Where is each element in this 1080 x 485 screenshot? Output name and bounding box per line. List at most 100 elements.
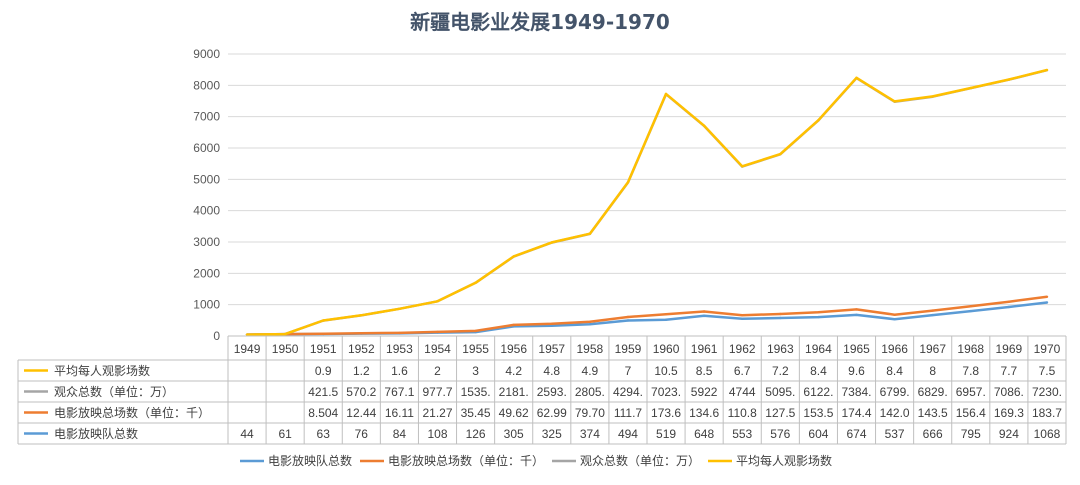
data-label: 108 (427, 427, 447, 441)
data-point (817, 315, 820, 319)
y-tick-label: 8000 (193, 78, 220, 92)
y-tick-label: 7000 (193, 110, 220, 124)
data-label: 174.4 (841, 406, 871, 420)
x-category-label: 1966 (881, 342, 908, 356)
legend-item: 电影放映队总数 (240, 453, 352, 468)
data-label: 63 (317, 427, 331, 441)
data-label: 134.6 (689, 406, 719, 420)
data-label: 666 (923, 427, 943, 441)
data-label: 553 (732, 427, 752, 441)
x-category-label: 1968 (957, 342, 984, 356)
data-label: 5095. (765, 385, 795, 399)
data-point (1045, 295, 1049, 298)
x-category-label: 1950 (272, 342, 299, 356)
data-point (283, 332, 287, 336)
data-label: 2805. (575, 385, 605, 399)
data-point (626, 319, 630, 322)
data-label: 648 (694, 427, 714, 441)
x-category-label: 1965 (843, 342, 870, 356)
legend-item: 平均每人观影场数 (708, 453, 832, 468)
data-point (245, 333, 249, 336)
data-point (779, 316, 782, 320)
x-category-label: 1957 (538, 342, 565, 356)
data-label: 305 (504, 427, 524, 441)
data-label: 519 (656, 427, 676, 441)
data-label: 8.4 (810, 364, 827, 378)
data-label: 1068 (1034, 427, 1061, 441)
data-point (1007, 305, 1011, 309)
data-label: 61 (278, 427, 292, 441)
data-point (741, 165, 744, 168)
x-category-label: 1964 (805, 342, 832, 356)
data-label: 4294. (613, 385, 643, 399)
legend-label: 平均每人观影场数 (736, 453, 832, 468)
data-label: 8.5 (696, 364, 713, 378)
data-label: 9.6 (848, 364, 865, 378)
data-point (855, 76, 858, 80)
data-label: 127.5 (765, 406, 795, 420)
table-row-header: 电影放映总场数（单位：千） (54, 405, 210, 420)
data-point (1007, 78, 1011, 81)
x-category-label: 1956 (500, 342, 527, 356)
data-label: 2 (434, 364, 441, 378)
data-label: 767.1 (384, 385, 414, 399)
y-tick-label: 4000 (193, 204, 220, 218)
data-point (360, 314, 363, 317)
table-row-header: 观众总数（单位：万） (54, 384, 174, 399)
y-tick-label: 0 (213, 329, 220, 343)
series-line-3 (246, 68, 1048, 336)
data-label: 7 (625, 364, 632, 378)
chart-title: 新疆电影业发展1949-1970 (410, 10, 670, 34)
data-point (664, 92, 668, 96)
data-point (741, 317, 744, 320)
data-label: 143.5 (918, 406, 948, 420)
data-label: 153.5 (803, 406, 833, 420)
data-label: 8.504 (308, 406, 338, 420)
data-point (779, 152, 782, 156)
data-label: 7023. (651, 385, 681, 399)
y-tick-label: 6000 (193, 141, 220, 155)
data-label: 10.5 (654, 364, 678, 378)
data-point (398, 331, 401, 335)
x-category-label: 1959 (615, 342, 642, 356)
y-axis-ticks: 0 1000 2000 3000 4000 5000 6000 7000 8000 9000 (193, 47, 220, 343)
x-category-label: 1953 (386, 342, 413, 356)
data-label: 5922 (691, 385, 718, 399)
x-category-label: 1961 (691, 342, 718, 356)
data-point (855, 313, 858, 317)
data-point (893, 318, 896, 321)
data-label: 183.7 (1032, 406, 1062, 420)
data-label: 325 (542, 427, 562, 441)
data-label: 494 (618, 427, 638, 441)
data-point (931, 95, 934, 98)
data-point (817, 119, 820, 122)
x-category-label: 1967 (919, 342, 946, 356)
data-label: 6829. (918, 385, 948, 399)
legend: 电影放映队总数 电影放映总场数（单位：千） 观众总数（单位：万） 平均每人观影场数 (240, 453, 832, 468)
x-category-label: 1960 (653, 342, 680, 356)
data-point (588, 232, 592, 235)
x-category-label: 1963 (767, 342, 794, 356)
data-point (550, 322, 553, 325)
table-row-header: 平均每人观影场数 (54, 363, 150, 378)
data-point (969, 305, 972, 308)
data-point (322, 319, 325, 322)
data-point (360, 332, 363, 335)
data-label: 76 (355, 427, 369, 441)
data-point (512, 255, 515, 258)
x-category-label: 1949 (234, 342, 261, 356)
series-line-1 (246, 295, 1048, 336)
data-label: 21.27 (422, 406, 452, 420)
data-table: 1949 1950 1951 1952 1953 1954 1955 1956 1957 1958… (17, 335, 1067, 445)
legend-item: 电影放映总场数（单位：千） (360, 453, 544, 468)
data-label: 6.7 (734, 364, 751, 378)
data-label: 7384. (841, 385, 871, 399)
data-point (436, 300, 439, 303)
data-point (1045, 68, 1049, 72)
legend-label: 电影放映队总数 (268, 453, 352, 468)
data-point (626, 181, 630, 184)
data-point (931, 309, 934, 312)
data-label: 6799. (880, 385, 910, 399)
x-category-label: 1952 (348, 342, 375, 356)
data-label: 4.8 (543, 364, 560, 378)
